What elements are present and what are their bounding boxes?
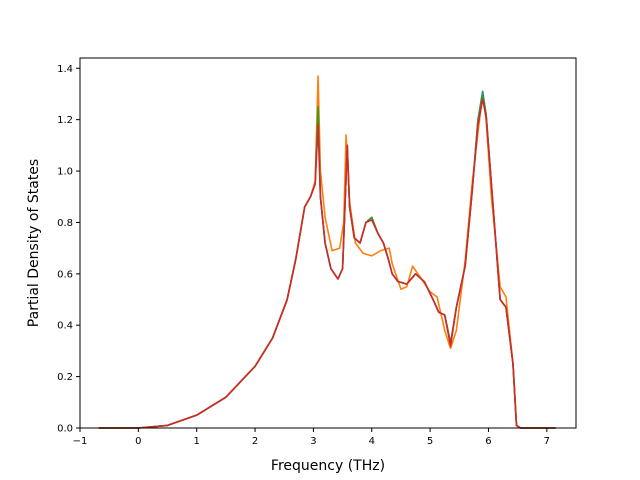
x-tick-label: 3 — [310, 436, 316, 447]
x-tick-label: 0 — [135, 436, 141, 447]
x-tick-label: 6 — [485, 436, 491, 447]
x-tick-label: 4 — [369, 436, 375, 447]
x-tick-label: 2 — [252, 436, 258, 447]
y-tick-label: 0.4 — [57, 321, 73, 332]
x-tick-label: 1 — [194, 436, 200, 447]
x-tick-label: 5 — [427, 436, 433, 447]
y-tick-label: 0.8 — [57, 218, 73, 229]
plot-frame — [79, 57, 577, 429]
y-tick-label: 1.2 — [57, 115, 73, 126]
plot-area — [80, 58, 576, 428]
y-tick-label: 0.2 — [57, 372, 73, 383]
series-line-4 — [98, 98, 556, 429]
y-tick-label: 1.4 — [57, 64, 73, 75]
y-axis-label: Partial Density of States — [26, 159, 42, 327]
y-tick-label: 0.6 — [57, 269, 73, 280]
y-tick-label: 1.0 — [57, 167, 73, 178]
series-layer — [98, 75, 556, 429]
x-ticks: −1 0 1 2 3 4 5 6 7 — [73, 428, 550, 447]
x-tick-label: −1 — [73, 436, 88, 447]
x-tick-label: 7 — [544, 436, 550, 447]
x-axis-label: Frequency (THz) — [271, 458, 385, 474]
y-tick-label: 0.0 — [57, 424, 73, 435]
y-ticks: 0.0 0.2 0.4 0.6 0.8 1.0 1.2 1.4 — [57, 64, 80, 435]
